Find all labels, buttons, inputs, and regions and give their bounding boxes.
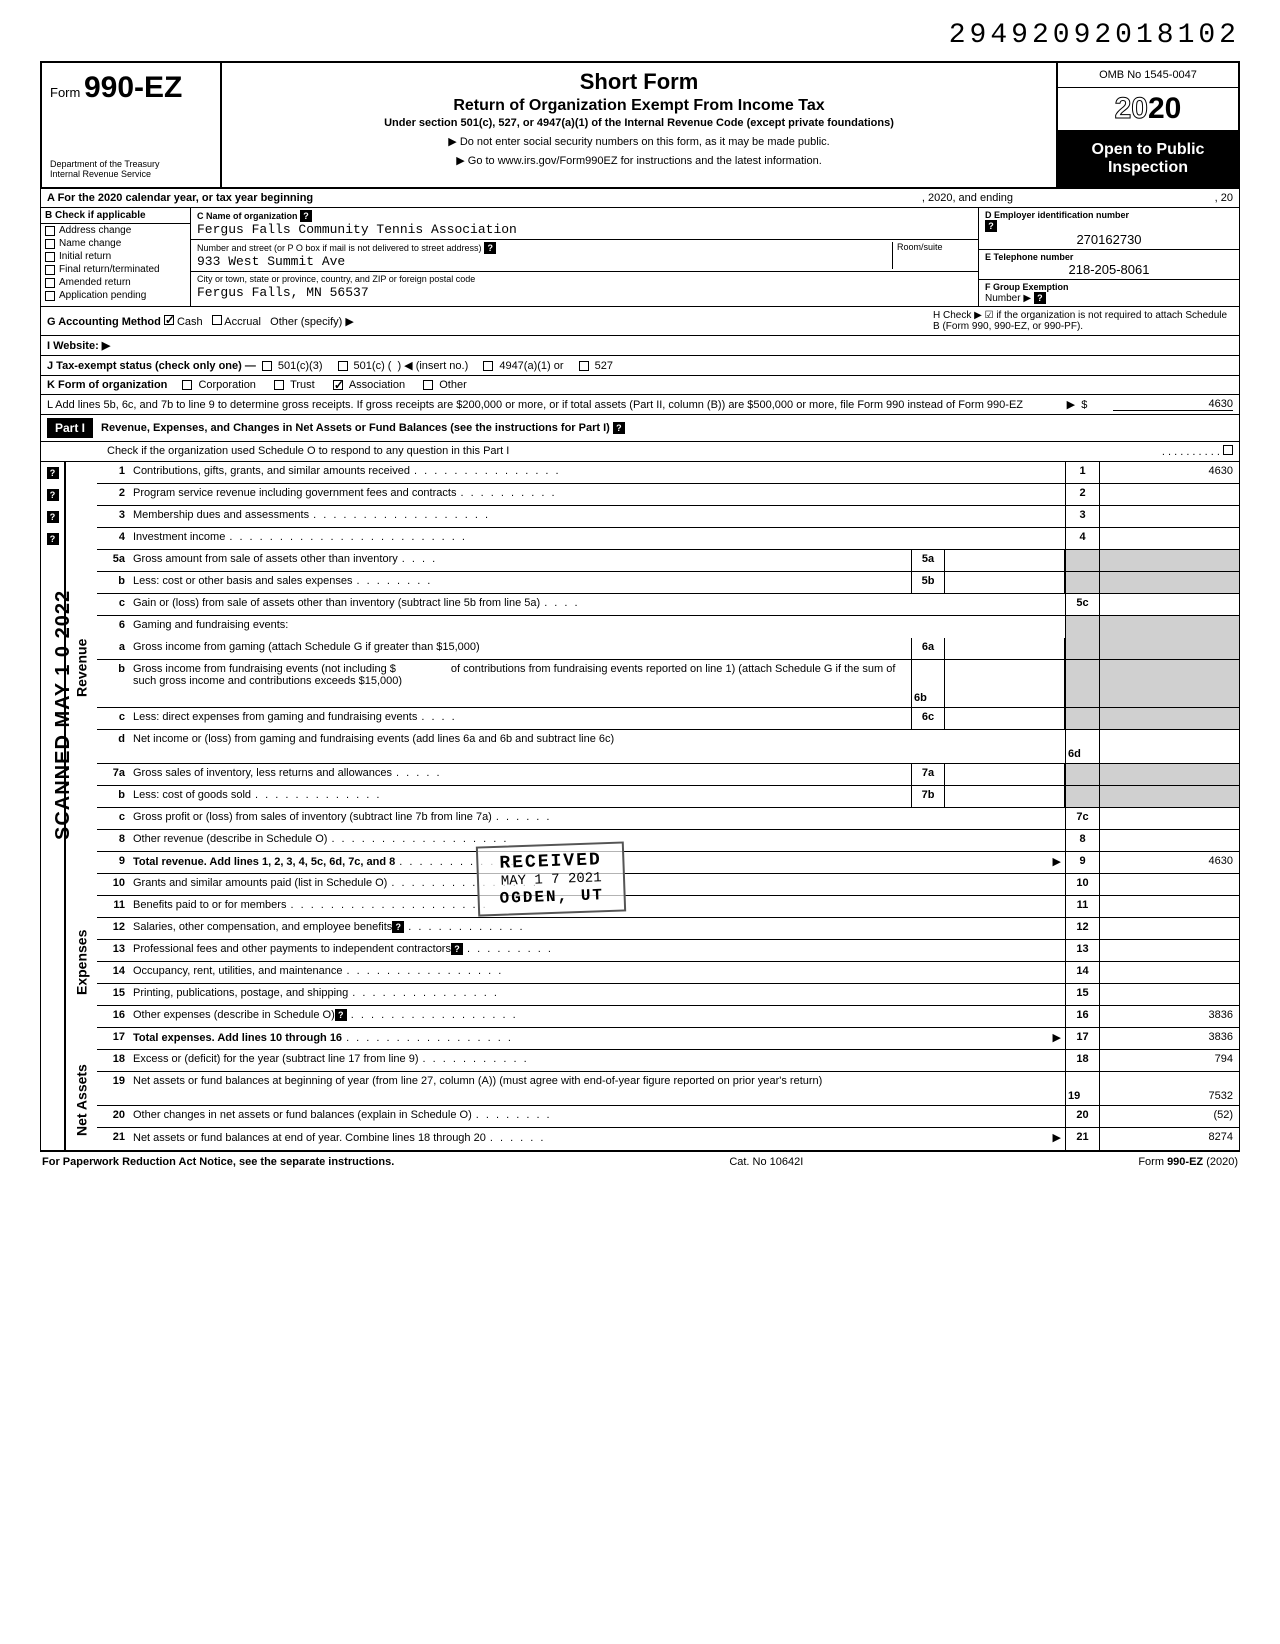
- net-assets-section: Net Assets 18Excess or (deficit) for the…: [40, 1050, 1240, 1152]
- telephone: 218-205-8061: [985, 262, 1233, 277]
- line-1-amount: 4630: [1099, 462, 1239, 483]
- part-1-check: Check if the organization used Schedule …: [40, 442, 1240, 462]
- form-title-1: Short Form: [230, 69, 1048, 95]
- revenue-section: ? ? ? ? Revenue 1Contributions, gifts, g…: [40, 462, 1240, 874]
- check-501c[interactable]: [338, 361, 348, 371]
- check-527[interactable]: [579, 361, 589, 371]
- b-header: B Check if applicable: [41, 208, 190, 224]
- check-address-change[interactable]: Address change: [41, 224, 190, 237]
- check-amended[interactable]: Amended return: [41, 276, 190, 289]
- check-pending[interactable]: Application pending: [41, 289, 190, 302]
- part-1-header: Part I Revenue, Expenses, and Changes in…: [40, 415, 1240, 442]
- document-number: 29492092018102: [40, 20, 1240, 51]
- expenses-section: Expenses 10Grants and similar amounts pa…: [40, 874, 1240, 1050]
- expenses-label: Expenses: [65, 874, 97, 1050]
- line-a: A For the 2020 calendar year, or tax yea…: [40, 189, 1240, 208]
- open-inspection: Open to Public Inspection: [1058, 131, 1238, 187]
- check-initial-return[interactable]: Initial return: [41, 250, 190, 263]
- line-17-amount: 3836: [1099, 1028, 1239, 1049]
- omb-number: OMB No 1545-0047: [1058, 63, 1238, 88]
- line-l-amount: 4630: [1113, 398, 1233, 411]
- net-assets-label: Net Assets: [65, 1050, 97, 1150]
- check-cash[interactable]: [164, 315, 174, 325]
- line-9-amount: 4630: [1099, 852, 1239, 873]
- tax-year: 20202020: [1058, 88, 1238, 131]
- check-corp[interactable]: [182, 380, 192, 390]
- line-i: I Website: ▶: [40, 336, 1240, 356]
- check-accrual[interactable]: [212, 315, 222, 325]
- line-18-amount: 794: [1099, 1050, 1239, 1071]
- form-subtitle: Under section 501(c), 527, or 4947(a)(1)…: [230, 117, 1048, 129]
- form-title-2: Return of Organization Exempt From Incom…: [230, 97, 1048, 115]
- line-21-amount: 8274: [1099, 1128, 1239, 1150]
- check-name-change[interactable]: Name change: [41, 237, 190, 250]
- check-assoc[interactable]: [333, 380, 343, 390]
- form-id: Form 990-EZ: [50, 71, 212, 105]
- line-l: L Add lines 5b, 6c, and 7b to line 9 to …: [40, 395, 1240, 415]
- org-address: 933 West Summit Ave: [197, 254, 345, 269]
- instruction-1: ▶ Do not enter social security numbers o…: [230, 135, 1048, 148]
- department: Department of the Treasury Internal Reve…: [50, 159, 212, 179]
- line-20-amount: (52): [1099, 1106, 1239, 1127]
- scanned-stamp: SCANNED MAY 1 0 2022: [52, 590, 75, 840]
- line-g-h: G Accounting Method Cash Accrual Other (…: [40, 307, 1240, 336]
- instruction-2: ▶ Go to www.irs.gov/Form990EZ for instru…: [230, 154, 1048, 167]
- ein: 270162730: [985, 232, 1233, 247]
- check-4947[interactable]: [483, 361, 493, 371]
- check-trust[interactable]: [274, 380, 284, 390]
- line-h: H Check ▶ ☑ if the organization is not r…: [933, 310, 1233, 332]
- org-name: Fergus Falls Community Tennis Associatio…: [197, 222, 517, 237]
- entity-block: B Check if applicable Address change Nam…: [40, 208, 1240, 307]
- line-19-amount: 7532: [1099, 1072, 1239, 1105]
- org-city: Fergus Falls, MN 56537: [197, 285, 369, 300]
- check-other-org[interactable]: [423, 380, 433, 390]
- check-schedule-o[interactable]: [1223, 445, 1233, 455]
- form-header: Form 990-EZ Department of the Treasury I…: [40, 61, 1240, 189]
- line-k: K Form of organization Corporation Trust…: [40, 376, 1240, 395]
- line-16-amount: 3836: [1099, 1006, 1239, 1027]
- page-footer: For Paperwork Reduction Act Notice, see …: [40, 1152, 1240, 1172]
- line-j: J Tax-exempt status (check only one) — 5…: [40, 356, 1240, 376]
- check-final-return[interactable]: Final return/terminated: [41, 263, 190, 276]
- check-501c3[interactable]: [262, 361, 272, 371]
